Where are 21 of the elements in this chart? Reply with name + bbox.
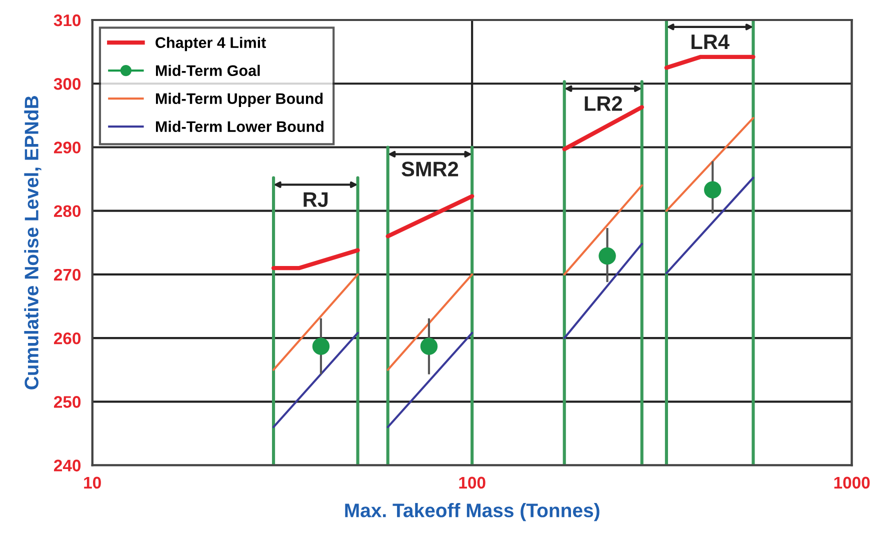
- annotation: RJ: [304, 192, 328, 207]
- y-tick-label: 300: [54, 78, 81, 90]
- x-tick-label: 10: [84, 476, 101, 489]
- y-tick-label: 270: [54, 268, 81, 281]
- legend-label: Mid-Term Upper Bound: [156, 92, 323, 108]
- y-tick-label: 250: [54, 396, 81, 408]
- y-tick-label: 280: [54, 205, 81, 218]
- legend-label: Chapter 4 Limit: [156, 36, 266, 52]
- y-tick-label: 310: [54, 14, 81, 26]
- y-tick-label: 260: [54, 332, 81, 344]
- legend-label: Mid-Term Goal: [156, 64, 260, 76]
- annotation: LR4: [692, 34, 730, 50]
- y-tick-label: 240: [54, 460, 81, 472]
- x-tick-label: 1000: [834, 476, 870, 489]
- annotation: SMR2: [402, 162, 458, 176]
- y-tick-label: 290: [54, 142, 81, 154]
- y-axis-title: Cumulative Noise Level, EPNdB: [24, 96, 42, 390]
- legend-label: Mid-Term Lower Bound: [156, 120, 324, 132]
- x-tick-label: 100: [459, 476, 486, 489]
- x-axis-title: Max. Takeoff Mass (Tonnes): [345, 503, 600, 522]
- annotation: LR2: [584, 96, 622, 111]
